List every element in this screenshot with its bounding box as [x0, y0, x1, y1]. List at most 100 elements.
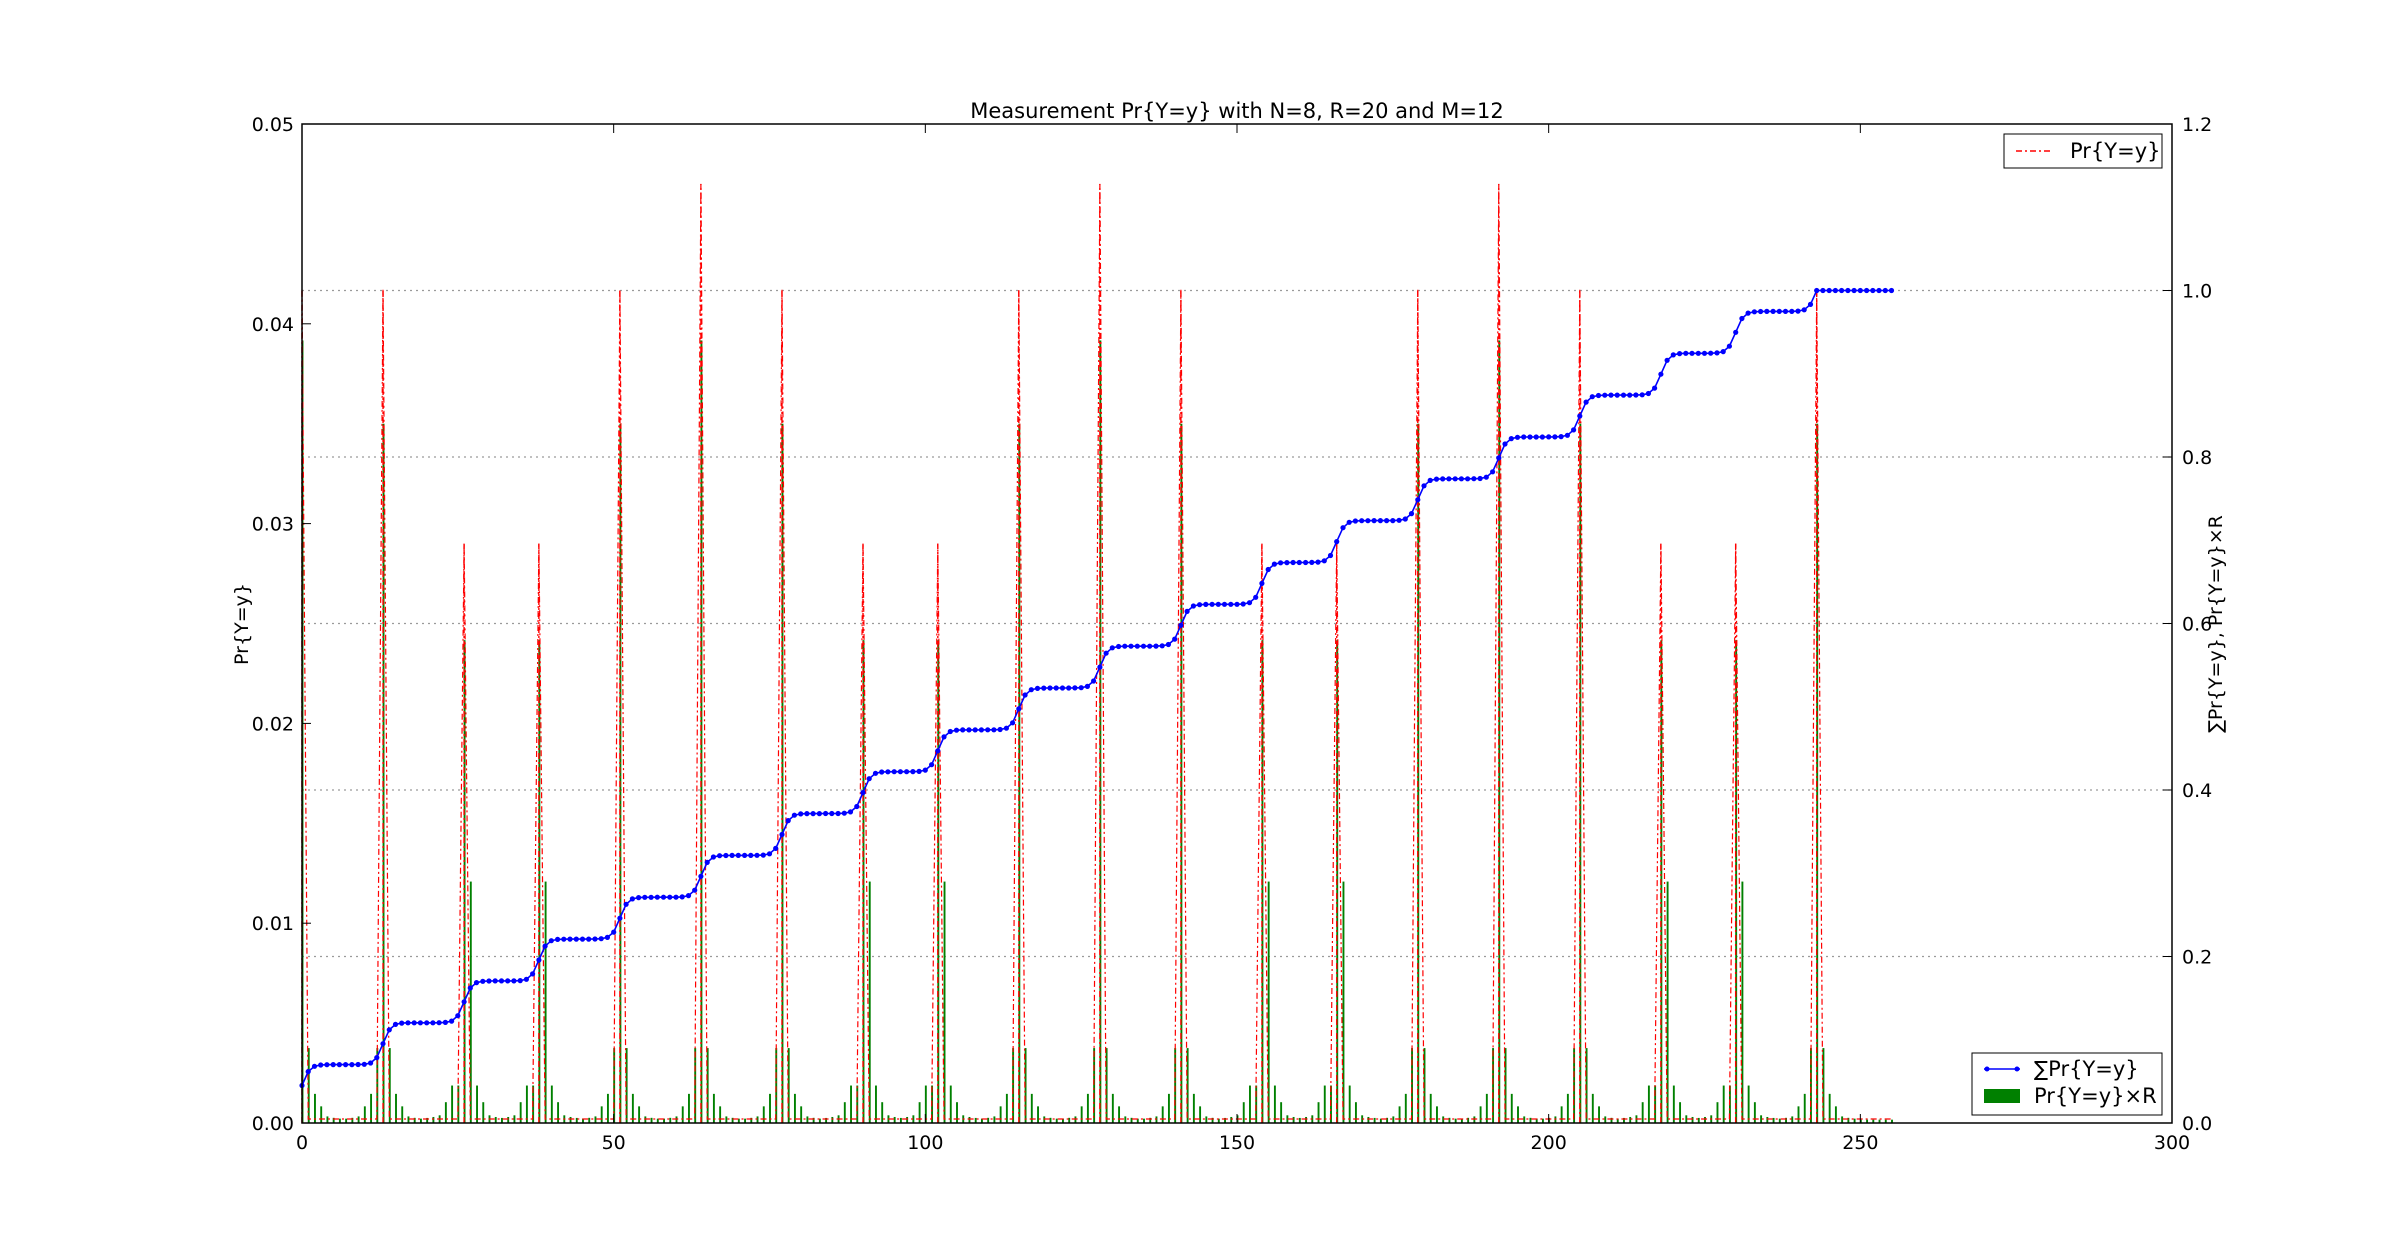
axes-layer: 0 50 100 150 200 250 300 0.00 0.01 0.02 0.03 0.04 0.… [252, 114, 2213, 1154]
green-bar [775, 1048, 778, 1123]
cumulative-point [1315, 559, 1321, 565]
y-right-tick-label: 0.6 [2182, 614, 2212, 636]
cumulative-point [1452, 476, 1458, 482]
cumulative-point [1408, 510, 1415, 517]
cumulative-point [598, 936, 604, 942]
green-bar [918, 1102, 921, 1123]
green-bar [1834, 1106, 1837, 1123]
cumulative-point [692, 887, 698, 893]
cumulative-point [754, 852, 760, 858]
cumulative-point [536, 957, 542, 963]
green-bar [345, 1118, 348, 1123]
legend-swatch-green [1984, 1089, 2020, 1103]
cumulative-point [766, 851, 773, 857]
green-bar [1367, 1116, 1370, 1123]
green-bar [1747, 1085, 1750, 1123]
cumulative-point [1172, 636, 1178, 642]
green-bar [1810, 1048, 1812, 1123]
cumulative-point [1003, 725, 1010, 731]
green-bar [476, 1085, 478, 1123]
cumulative-point [1857, 287, 1863, 294]
cumulative-point [486, 978, 492, 984]
cumulative-point [498, 978, 505, 984]
green-bar [320, 1106, 323, 1123]
green-bar [1797, 1106, 1800, 1123]
green-bar [1872, 1119, 1875, 1123]
green-bar [675, 1116, 678, 1123]
cumulative-point [1714, 350, 1720, 356]
green-bar [338, 1118, 341, 1123]
green-bar [1267, 881, 1270, 1123]
cumulative-point [611, 929, 617, 935]
green-bar [1155, 1116, 1158, 1123]
cumulative-point [336, 1062, 342, 1068]
cumulative-point [1508, 436, 1514, 442]
legend-swatch-blue-dot [2014, 1066, 2020, 1072]
cumulative-point [1589, 394, 1595, 400]
green-bar [987, 1117, 990, 1123]
green-bar [507, 1116, 510, 1123]
green-bar [1348, 1085, 1351, 1123]
green-bar [1417, 423, 1420, 1123]
green-bar [1847, 1117, 1850, 1123]
green-bar [868, 881, 871, 1123]
green-bar [1373, 1117, 1376, 1123]
green-bar [588, 1117, 591, 1123]
cumulative-point [785, 818, 791, 824]
green-bar [1118, 1106, 1121, 1123]
green-bar [569, 1116, 572, 1123]
green-bar [1199, 1106, 1202, 1123]
green-bar [519, 1102, 522, 1123]
cumulative-point [1864, 287, 1870, 294]
green-bar [1473, 1116, 1476, 1123]
cumulative-point [910, 769, 916, 775]
green-bar [1560, 1106, 1563, 1123]
green-bar [1099, 340, 1102, 1123]
cumulative-point [386, 1027, 392, 1033]
cumulative-point [1340, 525, 1346, 531]
green-bar [582, 1118, 584, 1123]
cumulative-point [1402, 516, 1408, 522]
green-bar [351, 1117, 354, 1123]
green-bar [451, 1085, 454, 1123]
cumulative-point [1016, 706, 1022, 712]
cumulative-point [1633, 392, 1639, 398]
green-bar [750, 1117, 753, 1123]
cumulative-point [1776, 308, 1782, 314]
green-bar [850, 1085, 852, 1123]
green-bar [1791, 1116, 1794, 1123]
y-axis-left-title: Pr{Y=y} [231, 583, 253, 665]
cumulative-point [1084, 683, 1090, 690]
cumulative-point [1271, 561, 1277, 567]
green-bar [1891, 1119, 1893, 1123]
cumulative-point [1396, 517, 1402, 523]
cumulative-point [1764, 308, 1770, 314]
green-bar [1386, 1117, 1389, 1123]
green-bar [1062, 1118, 1064, 1123]
green-bar [1685, 1115, 1688, 1123]
green-bar [694, 1048, 697, 1123]
green-bar [825, 1117, 828, 1123]
green-bar [432, 1116, 435, 1123]
green-bar [1167, 1093, 1170, 1123]
green-bar [1766, 1116, 1769, 1123]
green-bar [1149, 1117, 1152, 1123]
cumulative-point [1652, 385, 1658, 391]
green-bar [1760, 1115, 1763, 1123]
green-bar [1517, 1106, 1519, 1123]
green-bar [744, 1118, 747, 1123]
cumulative-point [1116, 643, 1122, 650]
cumulative-point [1620, 392, 1627, 398]
cumulative-point [1221, 601, 1228, 607]
y-right-tick-label: 1.2 [2182, 114, 2212, 136]
green-bar [613, 1048, 616, 1123]
green-bar [681, 1106, 684, 1123]
green-bar [1205, 1116, 1208, 1123]
cumulative-point [854, 803, 860, 810]
cumulative-point [1028, 687, 1034, 693]
legend-label: Pr{Y=y}×R [2034, 1084, 2157, 1108]
legend-label: Pr{Y=y} [2070, 139, 2161, 163]
cumulative-point [1577, 413, 1583, 419]
cumulative-point [330, 1062, 336, 1068]
